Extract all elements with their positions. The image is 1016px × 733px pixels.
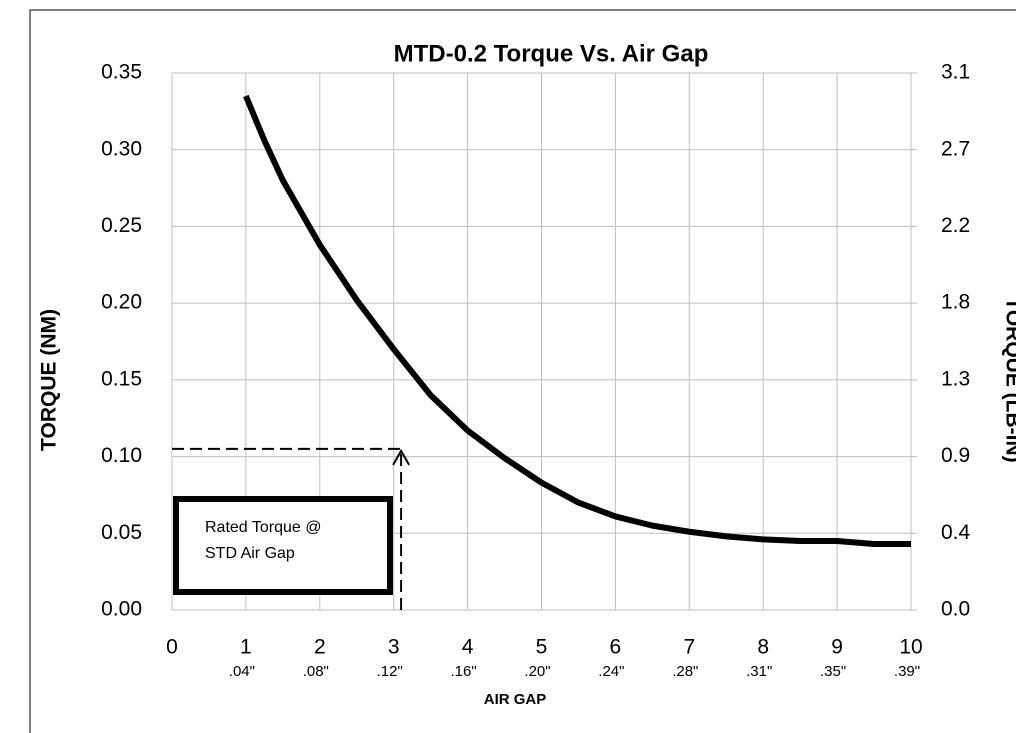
annotation-arrow	[392, 448, 410, 466]
x-tick-label: 6	[610, 636, 622, 659]
chart-title: MTD-0.2 Torque Vs. Air Gap	[394, 40, 709, 67]
x-tick-label: 9	[831, 636, 843, 659]
x-tick-label: 4	[462, 636, 474, 659]
x-secondary-label: .24"	[598, 663, 624, 680]
y2-tick-label: 0.0	[941, 598, 970, 621]
x-secondary-label: .31"	[746, 663, 772, 680]
y-tick-label: 0.10	[101, 444, 142, 467]
frame	[29, 9, 1016, 733]
y2-tick-label: 0.4	[941, 521, 971, 544]
line	[243, 94, 911, 548]
annotation-box	[173, 496, 393, 595]
x-tick-label: 3	[388, 636, 400, 659]
y2-axis-label: TORQUE (LB-IN)	[1001, 297, 1016, 462]
x-tick-label: 5	[536, 636, 548, 659]
x-secondary-label: .35"	[820, 663, 846, 680]
x-secondary-label: .04"	[229, 663, 255, 680]
y2-tick-label: 2.7	[941, 137, 970, 160]
x-tick-label: 1	[240, 636, 252, 659]
x-secondary-label: .08"	[303, 663, 329, 680]
annotation-text: STD Air Gap	[205, 545, 295, 562]
x-tick-label: 2	[314, 636, 326, 659]
x-secondary-label: .28"	[672, 663, 698, 680]
x-tick-label: 8	[757, 636, 769, 659]
y-tick-label: 0.30	[101, 137, 142, 160]
annotation-text: Rated Torque @	[205, 519, 321, 536]
y2-tick-label: 1.3	[941, 367, 970, 390]
y-tick-label: 0.25	[101, 214, 142, 237]
y-tick-label: 0.20	[101, 291, 142, 314]
x-secondary-label: .16"	[451, 663, 477, 680]
y2-tick-label: 2.2	[941, 214, 970, 237]
y2-tick-label: 1.8	[941, 291, 970, 314]
y-tick-label: 0.15	[101, 367, 142, 390]
y-tick-label: 0.00	[101, 598, 142, 621]
x-axis-label: AIR GAP	[484, 691, 547, 708]
y-axis-label: TORQUE (NM)	[38, 309, 61, 451]
x-secondary-label: .39"	[894, 663, 920, 680]
y-tick-label: 0.05	[101, 521, 142, 544]
x-secondary-label: .20"	[524, 663, 550, 680]
y2-tick-label: 0.9	[941, 444, 970, 467]
x-tick-label: 10	[899, 636, 922, 659]
y-tick-label: 0.35	[101, 61, 142, 84]
x-tick-label: 7	[683, 636, 695, 659]
y2-tick-label: 3.1	[941, 61, 970, 84]
x-tick-label: 0	[166, 636, 178, 659]
x-secondary-label: .12"	[377, 663, 403, 680]
